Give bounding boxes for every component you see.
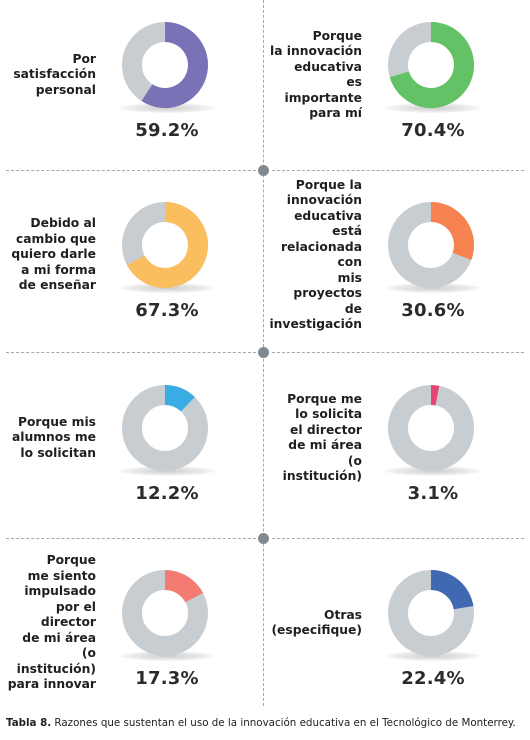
row-divider — [272, 538, 524, 539]
percentage-label: 3.1% — [407, 483, 459, 504]
donut-chart: Porque la innovación educativa está relacio… — [266, 177, 528, 360]
category-label: Porque me lo solicita el director de mi áre… — [266, 363, 362, 513]
donut-svg — [388, 202, 474, 288]
percentage-label: 12.2% — [135, 483, 199, 504]
category-label-line: de mi área — [288, 438, 362, 452]
category-label-line: Otras — [323, 607, 362, 622]
category-label-line: de enseñar — [18, 278, 96, 293]
category-label-line: por el director — [40, 599, 96, 630]
donut-svg — [122, 22, 208, 108]
donut-chart: Porque la innovación educativa es important… — [266, 0, 528, 180]
percentage-label: 67.3% — [135, 300, 199, 321]
donut-chart: Por satisfacción personal 59.2% — [0, 0, 262, 180]
category-label-line: educativa está — [294, 208, 362, 239]
category-label-line: educativa — [294, 59, 362, 74]
donut-shadow — [384, 651, 482, 661]
donut-chart: Porque me siento impulsado por el director d… — [0, 548, 262, 728]
divider-node — [258, 165, 269, 176]
category-label-line: lo solicitan — [20, 445, 96, 460]
row-divider — [272, 170, 524, 171]
percentage-label: 70.4% — [401, 120, 465, 141]
percentage-label: 59.2% — [135, 120, 199, 141]
donut-chart: Porque me lo solicita el director de mi áre… — [266, 363, 528, 543]
category-label-line: quiero darle — [11, 247, 96, 262]
category-label-line: Por — [72, 51, 96, 66]
donut-svg — [388, 385, 474, 471]
category-label-line: (o institución) — [16, 646, 96, 676]
category-label-line: Debido al — [30, 216, 96, 231]
donut-shadow — [384, 103, 482, 113]
donut-shadow — [384, 466, 482, 476]
category-label-line: es importante — [284, 75, 363, 105]
donut-shadow — [118, 651, 216, 661]
category-label-line: relacionada con — [280, 239, 362, 270]
donut-chart: Debido al cambio que quiero darle a mi form… — [0, 180, 262, 360]
category-label: Otras (especifique) — [266, 548, 362, 698]
percentage-label: 30.6% — [401, 300, 465, 321]
donut-shadow — [118, 283, 216, 293]
row-divider — [6, 538, 256, 539]
donut-svg — [122, 385, 208, 471]
category-label-line: Porque — [46, 553, 96, 568]
category-label-line: para mí — [309, 106, 362, 120]
caption-label: Tabla 8. — [6, 717, 52, 729]
donut-segment — [165, 385, 195, 412]
caption-text: Razones que sustentan el uso de la innov… — [51, 717, 516, 729]
category-label-line: (especifique) — [271, 623, 362, 637]
category-label-line: (o institución) — [282, 453, 362, 484]
donut-shadow — [118, 466, 216, 476]
donut-svg — [388, 22, 474, 108]
category-label-line: satisfacción — [13, 67, 96, 82]
category-label-line: Porque la — [295, 177, 362, 192]
percentage-label: 17.3% — [135, 668, 199, 689]
percentage-label: 22.4% — [401, 668, 465, 689]
category-label-line: Porque mis — [17, 414, 96, 429]
category-label-line: lo solicita — [295, 407, 362, 421]
donut-chart: Porque mis alumnos me lo solicitan 12.2% — [0, 363, 262, 543]
donut-segment — [431, 570, 474, 610]
category-label: Debido al cambio que quiero darle a mi form… — [0, 180, 96, 330]
donut-shadow — [384, 283, 482, 293]
category-label-line: me siento — [27, 568, 96, 583]
category-label: Porque me siento impulsado por el director d… — [0, 548, 96, 698]
row-divider — [6, 170, 256, 171]
category-label-line: la innovación — [270, 44, 362, 58]
donut-segment — [389, 22, 474, 108]
category-label: Por satisfacción personal — [0, 0, 96, 150]
divider-node — [258, 533, 269, 544]
donut-segment — [141, 22, 208, 108]
donut-shadow — [118, 103, 216, 113]
table-caption: Tabla 8. Razones que sustentan el uso de… — [6, 717, 526, 729]
category-label-line: mis proyectos — [293, 270, 362, 301]
category-label-line: Porque — [312, 28, 362, 43]
category-label-line: impulsado — [24, 584, 96, 599]
donut-segment — [165, 570, 204, 603]
category-label-line: Porque me — [287, 391, 362, 406]
category-label-line: de investigación — [269, 301, 362, 332]
donut-svg — [122, 202, 208, 288]
category-label-line: alumnos me — [11, 430, 96, 445]
category-label-line: personal — [35, 82, 96, 97]
category-label-line: para innovar — [7, 677, 96, 692]
category-label: Porque la innovación educativa está relacio… — [266, 177, 362, 332]
category-label-line: a mi forma — [21, 262, 96, 277]
donut-segment — [431, 202, 474, 260]
donut-svg — [388, 570, 474, 656]
row-divider — [6, 352, 256, 353]
category-label: Porque mis alumnos me lo solicitan — [0, 363, 96, 513]
category-label-line: el director — [290, 422, 362, 437]
category-label-line: de mi área — [22, 630, 96, 645]
donut-segment — [126, 202, 208, 288]
donut-chart: Otras (especifique) 22.4% — [266, 548, 528, 728]
donut-segment — [431, 385, 440, 406]
category-label-line: innovación — [286, 193, 362, 207]
row-divider — [272, 352, 524, 353]
donut-svg — [122, 570, 208, 656]
divider-node — [258, 347, 269, 358]
category-label: Porque la innovación educativa es important… — [266, 0, 362, 150]
category-label-line: cambio que — [15, 231, 96, 246]
